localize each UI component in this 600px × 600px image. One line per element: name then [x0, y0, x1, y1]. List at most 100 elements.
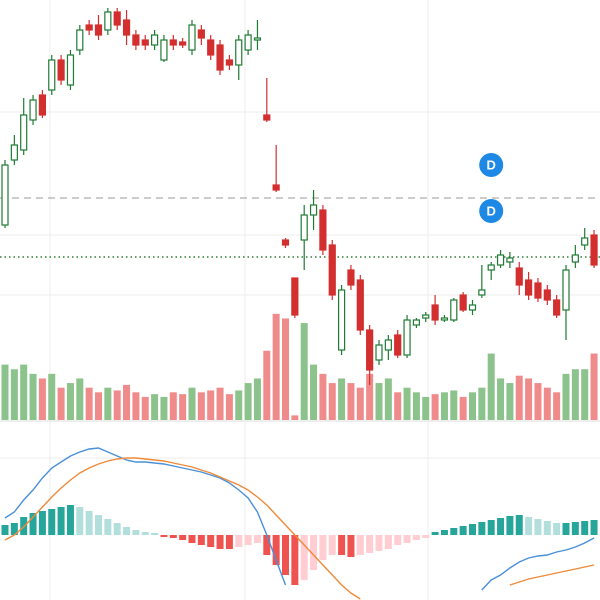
volume-bar [207, 390, 215, 420]
volume-bar [197, 392, 205, 420]
macd-bar [347, 535, 355, 557]
macd-bar [534, 519, 542, 535]
candle-body [356, 279, 364, 331]
candle-body [272, 184, 280, 191]
candle-body [422, 314, 430, 319]
candle-body [85, 24, 93, 31]
volume-bar [113, 390, 121, 420]
macd-bar [291, 535, 299, 585]
macd-bar [253, 535, 261, 543]
macd-bar [459, 526, 467, 535]
candle-body [319, 209, 327, 251]
macd-bar [478, 522, 486, 535]
candle-body [431, 304, 439, 321]
macd-bar [169, 535, 177, 538]
volume-bar [48, 373, 56, 420]
macd-bar [310, 535, 318, 570]
volume-bar [57, 387, 65, 420]
volume-bar [66, 383, 74, 420]
volume-bar [384, 378, 392, 420]
volume-bar [375, 383, 383, 420]
candle-body [403, 319, 411, 356]
macd-bar [375, 535, 383, 551]
volume-bar [487, 353, 495, 420]
volume-bar [347, 383, 355, 420]
macd-bar [66, 505, 74, 535]
candle-body [590, 234, 598, 266]
candle-body [179, 41, 187, 46]
macd-bar [571, 522, 579, 535]
candle-body [225, 59, 233, 66]
candle-body [450, 299, 458, 321]
candle-body [571, 254, 579, 263]
macd-bar [104, 519, 112, 535]
volume-bar [478, 387, 486, 420]
volume-bar [422, 396, 430, 420]
volume-bar [497, 378, 505, 420]
macd-bar [515, 515, 523, 535]
candle-body [207, 39, 215, 56]
candle-body [394, 334, 402, 356]
dividend-marker [479, 153, 504, 177]
volume-bar [356, 387, 364, 420]
marker-label: D [487, 157, 496, 172]
candle-body [66, 54, 75, 86]
volume-bar [440, 392, 448, 420]
volume-bar [300, 323, 308, 420]
macd-line [4, 447, 595, 591]
marker-label: D [487, 203, 496, 218]
macd-bar [197, 535, 205, 545]
volume-bar [151, 394, 159, 420]
volume-bar [412, 392, 420, 420]
candle-body [57, 59, 65, 81]
candle-body [347, 269, 355, 286]
macd-bar [282, 535, 289, 575]
macd-bar [10, 523, 18, 535]
volume-bar [263, 350, 271, 420]
macd-bar [48, 509, 56, 535]
candle-body [1, 164, 9, 226]
macd-bar [412, 535, 420, 540]
volume-bar [553, 392, 561, 420]
candle-body [235, 39, 243, 66]
macd-bar [356, 535, 364, 555]
candle-body [188, 24, 196, 51]
volume-bar [95, 392, 102, 420]
volume-bar [543, 387, 551, 420]
candle-body [543, 289, 551, 301]
macd-bar [207, 535, 215, 547]
candle-body [122, 19, 131, 36]
volume-bar [525, 378, 533, 420]
macd-bar [394, 535, 402, 545]
volume-bar [562, 373, 570, 420]
macd-bar [590, 520, 598, 535]
macd-line [4, 457, 595, 600]
volume-bar [104, 387, 112, 420]
volume-bar [431, 394, 439, 420]
volume-bar [310, 364, 318, 420]
candle-body [244, 34, 252, 51]
macd-bar [160, 535, 168, 537]
macd-bar [179, 535, 187, 540]
macd-bar [300, 535, 308, 580]
candle-body [412, 319, 420, 326]
volume-bar [506, 383, 514, 420]
macd-bar [487, 520, 495, 535]
macd-bar [506, 516, 514, 535]
candle-body [496, 254, 505, 266]
macd-bar [403, 535, 411, 543]
dividend-marker [479, 199, 504, 223]
candle-body [309, 204, 318, 216]
volume-bar [282, 318, 289, 420]
macd-bar [431, 532, 439, 535]
volume-bar [253, 378, 261, 420]
volume-bar [291, 415, 299, 420]
macd-bar [123, 527, 131, 535]
candle-body [151, 34, 159, 46]
macd-bar [525, 517, 533, 535]
candle-body [48, 59, 56, 91]
candle-body [38, 94, 47, 116]
candle-body [141, 39, 149, 46]
macd-bar [450, 528, 458, 535]
